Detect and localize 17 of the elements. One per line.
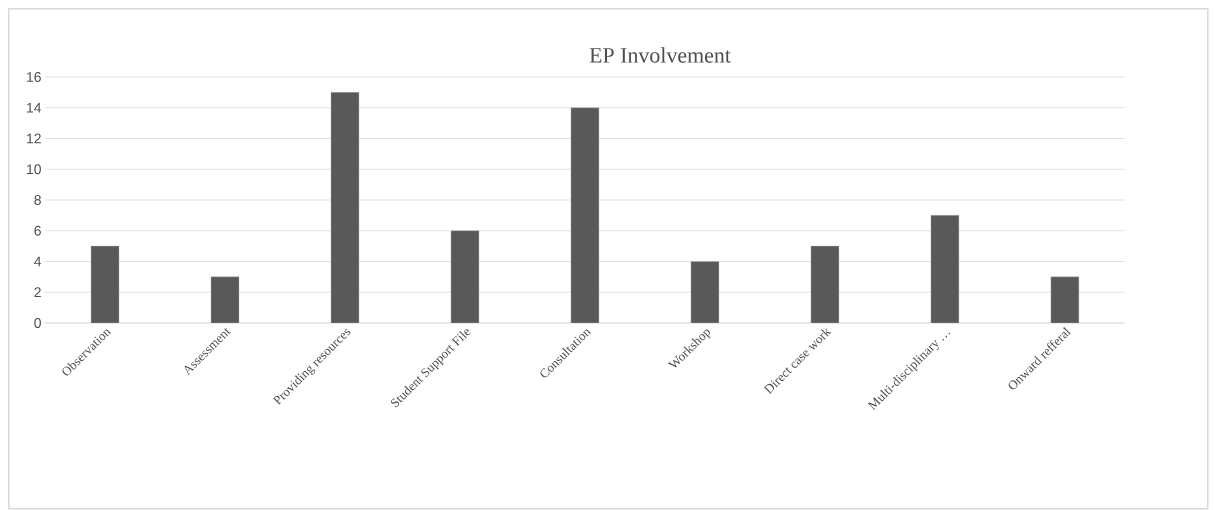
y-tick-label: 6 bbox=[34, 225, 41, 236]
y-tick-label: 2 bbox=[34, 287, 41, 298]
bar bbox=[450, 230, 480, 323]
bar bbox=[810, 245, 840, 323]
bar bbox=[690, 261, 720, 323]
bar bbox=[330, 92, 360, 323]
y-tick-label: 16 bbox=[27, 72, 41, 82]
y-tick-label: 0 bbox=[34, 318, 41, 328]
y-tick-label: 12 bbox=[27, 133, 41, 144]
bar bbox=[90, 245, 120, 323]
y-tick-label: 14 bbox=[27, 102, 42, 113]
bar bbox=[930, 215, 960, 323]
chart-title: EP Involvement bbox=[589, 47, 731, 63]
y-tick-label: 8 bbox=[34, 195, 41, 205]
bar bbox=[570, 107, 600, 323]
y-tick-label: 10 bbox=[27, 164, 41, 175]
y-tick-label: 4 bbox=[34, 256, 42, 267]
